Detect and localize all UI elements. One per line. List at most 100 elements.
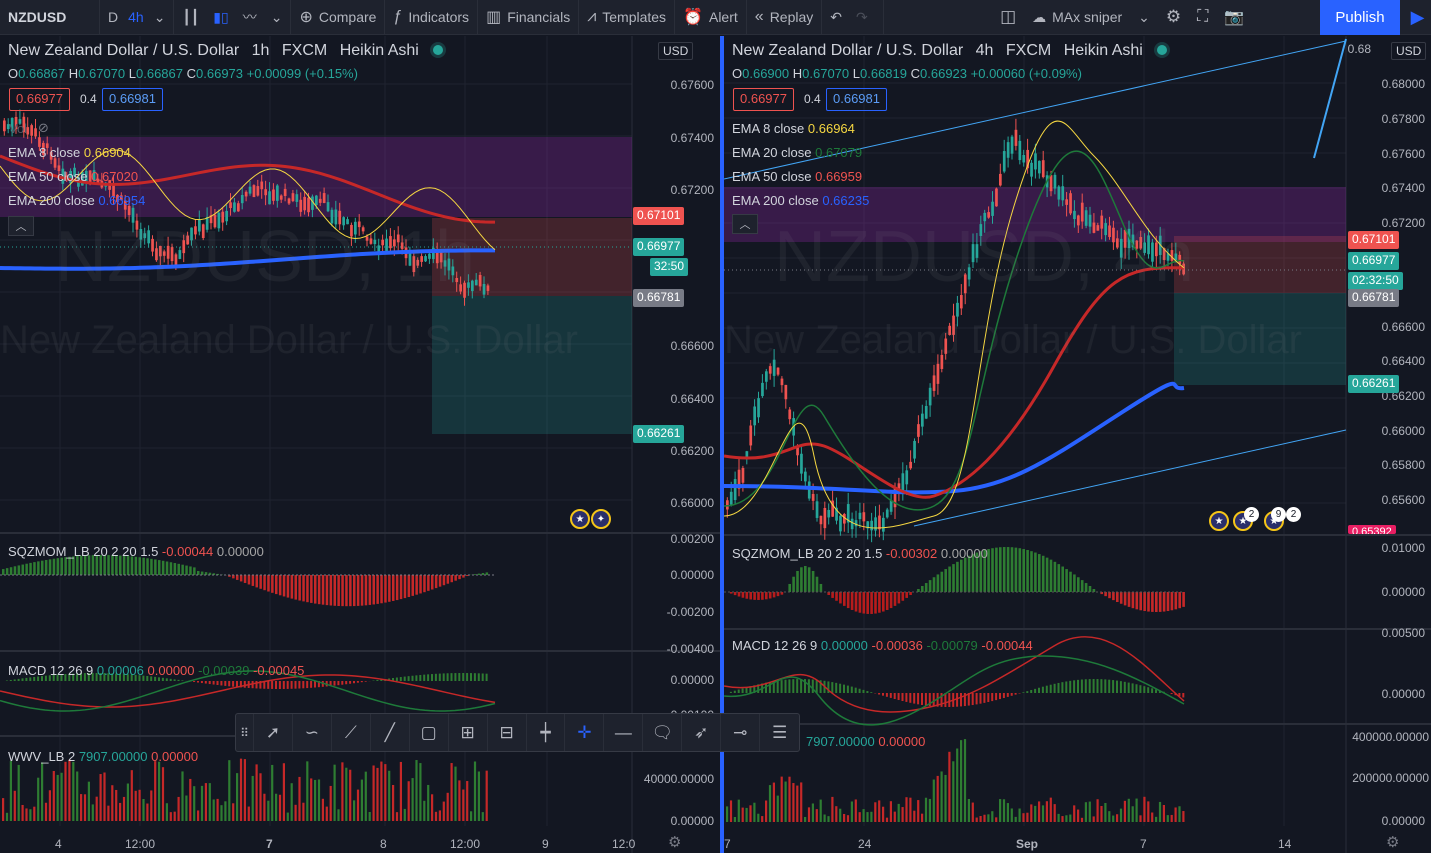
wwv-legend[interactable]: 7907.00000 0.00000 (806, 734, 926, 749)
price-tick: 0.67400 (1381, 181, 1425, 195)
horizontal-ray-icon[interactable]: ⊸ (721, 714, 761, 751)
interval-selector[interactable]: D 4h ⌄ (100, 0, 175, 35)
sqz-bar (819, 583, 823, 592)
left-chart-canvas[interactable] (0, 36, 720, 853)
curve-tool-icon[interactable]: ∽ (293, 714, 332, 751)
long-position-icon[interactable]: ⊞ (449, 714, 488, 751)
compare-button[interactable]: ⊕ Compare (291, 0, 386, 35)
ema-50-legend[interactable]: EMA 50 close 0.66959 (732, 169, 863, 184)
rectangle-tool-icon[interactable]: ▢ (410, 714, 449, 751)
chevron-down-icon[interactable]: ⌄ (1138, 8, 1150, 25)
indicators-button[interactable]: ƒ Indicators (385, 0, 479, 35)
right-chart-canvas[interactable] (724, 36, 1431, 853)
sell-button[interactable]: 0.66977 (733, 88, 794, 111)
interval-d[interactable]: D (108, 9, 119, 25)
ema-8-legend[interactable]: EMA 8 close 0.66904 (8, 145, 131, 160)
ray-tool-icon[interactable]: ⟋ (332, 714, 371, 751)
split-layout-icon[interactable]: ◫ (1000, 7, 1017, 26)
wwv-bar (189, 778, 192, 821)
chevron-down-icon[interactable]: ⌄ (153, 8, 166, 25)
sell-button[interactable]: 0.66977 (9, 88, 70, 111)
bars-icon[interactable]: ┃┃ (182, 8, 200, 25)
eye-hidden-icon[interactable]: ⊘ (38, 120, 49, 135)
gear-icon[interactable]: ⚙ (1165, 7, 1182, 26)
ema-50-legend[interactable]: EMA 50 close 0.67020 (8, 169, 139, 184)
left-chart-pane[interactable]: NZDUSD, 1h New Zealand Dollar / U.S. Dol… (0, 36, 720, 853)
candle-body (170, 247, 174, 262)
currency-label[interactable]: USD (658, 42, 694, 60)
camera-icon[interactable]: 📷 (1224, 9, 1245, 26)
horizontal-line-icon[interactable]: — (604, 714, 644, 751)
chevron-down-icon[interactable]: ⌄ (270, 8, 283, 25)
settings-gear-icon[interactable]: ⚙ (668, 834, 682, 851)
short-position-icon[interactable]: ⊟ (488, 714, 527, 751)
arrow-tool-icon[interactable]: ➶ (682, 714, 722, 751)
sqz-bar (999, 547, 1002, 592)
wwv-bar (204, 783, 207, 821)
alert-button[interactable]: ⏰ Alert (675, 0, 747, 35)
sqz-bar (243, 575, 247, 583)
buy-button[interactable]: 0.66981 (102, 88, 163, 111)
sqzmom-legend[interactable]: SQZMOM_LB 20 2 20 1.5 -0.00044 0.00000 (8, 544, 264, 559)
ema-200-legend[interactable]: EMA 200 close 0.66235 (732, 193, 870, 208)
candle-body (780, 378, 784, 386)
sqz-bar (804, 566, 807, 592)
buy-button[interactable]: 0.66981 (826, 88, 887, 111)
collapse-legend-button[interactable]: ︿ (8, 216, 34, 236)
play-icon[interactable]: ▶ (1410, 7, 1425, 27)
currency-label[interactable]: USD (1391, 42, 1427, 60)
drag-handle-icon[interactable]: ⠿ (236, 714, 254, 751)
callout-icon[interactable]: 🗨 (643, 714, 683, 751)
macd-bar (737, 689, 740, 693)
us-flag-event-icon[interactable]: ★ (1209, 511, 1229, 531)
crosshair-icon[interactable]: ✛ (565, 714, 605, 751)
interval-4h[interactable]: 4h (128, 9, 144, 25)
sqz-bar (271, 575, 274, 593)
macd-bar (228, 681, 231, 687)
macd-legend[interactable]: MACD 12 26 9 0.00006 0.00000 -0.00039 -0… (8, 663, 305, 678)
redo-icon[interactable]: ↷ (856, 8, 868, 25)
macd-bar (1077, 679, 1079, 693)
collapse-legend-button[interactable]: ︿ (732, 214, 758, 234)
us-flag-event-icon[interactable]: ★ (570, 509, 590, 529)
ema-20-legend[interactable]: EMA 20 close 0.67079 (732, 145, 863, 160)
wwv-legend[interactable]: WWV_LB 2 7907.00000 0.00000 (8, 749, 199, 764)
financials-button[interactable]: ▥ Financials (478, 0, 580, 35)
wwv-bar (271, 764, 274, 821)
symbol-search[interactable]: NZDUSD (0, 0, 100, 35)
menu-icon[interactable]: ☰ (771, 722, 788, 742)
candle-body (240, 194, 244, 204)
settings-gear-icon[interactable]: ⚙ (1386, 834, 1400, 851)
right-chart-pane[interactable]: NZDUSD, 4h New Zealand Dollar / U.S. Dol… (722, 36, 1431, 853)
sqz-bar (765, 592, 768, 600)
fullscreen-icon[interactable]: ⛶ (1197, 8, 1209, 25)
candle-body (213, 214, 217, 228)
ema-200-legend[interactable]: EMA 200 close 0.66954 (8, 193, 146, 208)
sqz-bar (91, 555, 95, 575)
cursor-tool-icon[interactable]: ➚ (254, 714, 293, 751)
nz-flag-event-icon[interactable]: ✦ (591, 509, 611, 529)
macd-legend[interactable]: MACD 12 26 9 0.00000 -0.00036 -0.00079 -… (732, 638, 1033, 653)
undo-icon[interactable]: ↶ (830, 8, 843, 25)
wwv-bar (1092, 816, 1095, 822)
macd-bar (796, 679, 799, 693)
bars-pattern-icon[interactable]: ┿ (527, 714, 566, 751)
sqzmom-legend[interactable]: SQZMOM_LB 20 2 20 1.5 -0.00302 0.00000 (732, 546, 988, 561)
macd-bar (275, 681, 277, 689)
sqz-bar (1182, 592, 1185, 607)
templates-button[interactable]: ⩘ Templates (579, 0, 676, 35)
candles-icon[interactable]: ▮▯ (213, 8, 229, 25)
publish-button[interactable]: Publish (1320, 0, 1400, 35)
layout-button[interactable]: ◫ ☁ MAx sniper ⌄ ⚙ ⛶ 📷 (884, 0, 1254, 35)
chart-type-button[interactable]: ┃┃ ▮▯ 〰 ⌄ (174, 0, 292, 35)
ema-8-legend[interactable]: EMA 8 close 0.66964 (732, 121, 855, 136)
layout-name[interactable]: MAx sniper (1052, 9, 1123, 25)
replay-button[interactable]: «Replay (747, 0, 823, 35)
trend-line-icon[interactable]: ╱ (371, 714, 410, 751)
line-chart-icon[interactable]: 〰 (242, 9, 257, 25)
wwv-bar (247, 806, 250, 821)
wwv-bar (345, 767, 348, 821)
pane-separator[interactable] (720, 36, 722, 853)
sqz-bar (454, 575, 457, 581)
sqz-bar (1038, 554, 1041, 592)
